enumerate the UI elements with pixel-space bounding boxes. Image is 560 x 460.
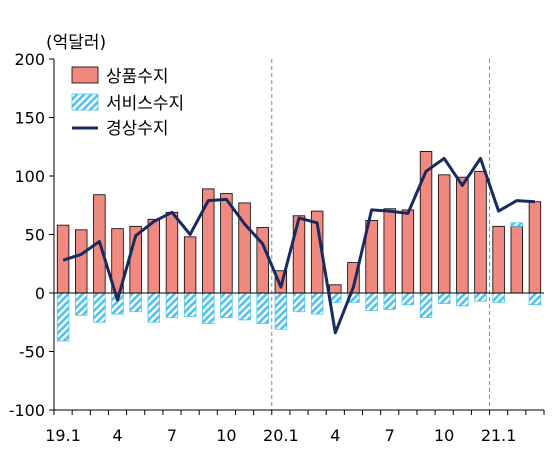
bar-goods [147, 218, 161, 294]
bar-goods [75, 229, 88, 294]
x-tick-label: 20.1 [263, 426, 299, 445]
bar-services [93, 292, 106, 323]
y-tick-label: 150 [14, 109, 45, 128]
bar-services [238, 292, 251, 321]
unit-label: (억달러) [46, 33, 106, 53]
bar-goods [437, 174, 451, 294]
bars [56, 151, 542, 342]
x-tick-label: 10 [434, 426, 454, 445]
y-axis: 200 150 100 50 0 -50 -100 [9, 50, 55, 420]
bar-services [56, 292, 70, 342]
bar-services [437, 292, 451, 304]
x-tick-label: 4 [330, 426, 340, 445]
bar-services [419, 292, 433, 318]
x-tick-label: 4 [112, 426, 122, 445]
bar-goods [383, 208, 396, 294]
legend-label-current: 경상수지 [106, 119, 169, 139]
bar-services [383, 292, 396, 310]
legend-swatch-goods [71, 66, 99, 84]
x-axis: 19.1 4 7 10 20.1 4 7 10 21.1 [45, 409, 545, 445]
bar-goods [401, 209, 415, 294]
y-tick-label: -50 [19, 343, 45, 362]
bar-services [183, 292, 197, 317]
bar-services [75, 292, 88, 316]
bar-goods [183, 236, 197, 294]
bar-services [165, 292, 179, 318]
x-tick-label: 19.1 [45, 426, 81, 445]
bar-services [365, 292, 378, 311]
y-tick-label: 100 [14, 167, 45, 186]
bar-services [510, 222, 523, 227]
bar-services [202, 292, 215, 324]
bar-services [492, 292, 505, 303]
line-current-account [62, 156, 535, 335]
bar-services [310, 292, 324, 315]
x-tick-label: 10 [216, 426, 236, 445]
bar-goods [292, 215, 306, 294]
bar-services [456, 292, 469, 307]
bar-services [292, 292, 306, 313]
bar-services [256, 292, 269, 324]
bar-goods [528, 201, 542, 294]
bar-services [220, 292, 233, 318]
bar-services [474, 292, 487, 302]
y-tick-label: 200 [14, 50, 45, 69]
bar-goods [456, 176, 469, 294]
y-tick-label: 50 [25, 226, 45, 245]
line-series [62, 156, 535, 335]
legend-swatch-services [71, 93, 99, 111]
bar-goods [510, 225, 523, 294]
x-tick-label: 21.1 [481, 426, 517, 445]
legend-label-goods: 상품수지 [106, 67, 169, 87]
bar-goods [474, 170, 487, 294]
bar-services [129, 292, 142, 313]
bar-goods [329, 284, 342, 294]
bar-goods [165, 211, 179, 294]
y-tick-label: 0 [35, 284, 45, 303]
bar-services [147, 292, 161, 323]
y-tick-label: -100 [9, 401, 45, 420]
bar-goods [202, 188, 215, 294]
bar-services [528, 292, 542, 306]
x-tick-label: 7 [385, 426, 395, 445]
x-tick-label: 7 [167, 426, 177, 445]
legend: 상품수지 서비스수지 경상수지 [71, 66, 184, 139]
bar-services [274, 292, 288, 330]
bar-goods [492, 225, 505, 294]
legend-label-services: 서비스수지 [106, 94, 184, 114]
bar-goods [220, 193, 233, 294]
bar-services [401, 292, 415, 306]
period-dividers [271, 59, 491, 410]
